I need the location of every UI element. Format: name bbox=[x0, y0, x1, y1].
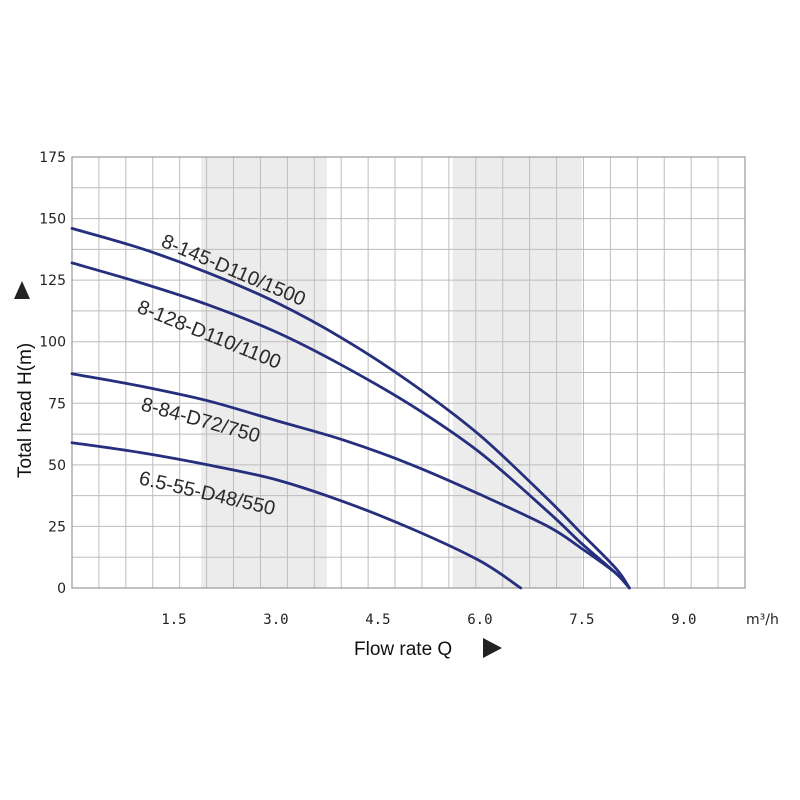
y-tick-label: 150 bbox=[39, 212, 66, 228]
y-tick-label: 100 bbox=[39, 335, 66, 351]
x-axis-title-group: Flow rate Q bbox=[354, 638, 502, 660]
y-tick-label: 0 bbox=[57, 581, 66, 597]
y-tick-labels: 0 25 50 75 100 125 150 175 bbox=[39, 150, 66, 597]
x-tick-label: 1.5 bbox=[161, 612, 186, 628]
x-tick-label: 7.5 bbox=[569, 612, 594, 628]
grid bbox=[72, 157, 745, 588]
series-line-2 bbox=[70, 261, 631, 590]
x-tick-label: 6.0 bbox=[467, 612, 492, 628]
series-line-3 bbox=[70, 372, 631, 590]
x-tick-labels: 1.5 3.0 4.5 6.0 7.5 9.0 bbox=[161, 612, 696, 628]
x-axis-title: Flow rate Q bbox=[354, 639, 452, 660]
y-tick-label: 75 bbox=[48, 396, 66, 412]
y-axis-title-group: Total head H(m) bbox=[14, 281, 36, 478]
y-tick-label: 175 bbox=[39, 150, 66, 166]
y-axis-title: Total head H(m) bbox=[15, 343, 36, 478]
x-tick-label: 4.5 bbox=[365, 612, 390, 628]
series-line-1 bbox=[70, 227, 631, 590]
series-line-4 bbox=[70, 441, 523, 590]
series-curves bbox=[70, 227, 631, 590]
x-axis-arrow-icon bbox=[483, 638, 502, 658]
x-tick-label: 9.0 bbox=[671, 612, 696, 628]
y-tick-label: 25 bbox=[48, 519, 66, 535]
y-tick-label: 125 bbox=[39, 273, 66, 289]
x-tick-label: 3.0 bbox=[263, 612, 288, 628]
x-unit-label: m³/h bbox=[746, 612, 779, 628]
y-tick-label: 50 bbox=[48, 458, 66, 474]
y-axis-arrow-icon bbox=[14, 281, 30, 299]
